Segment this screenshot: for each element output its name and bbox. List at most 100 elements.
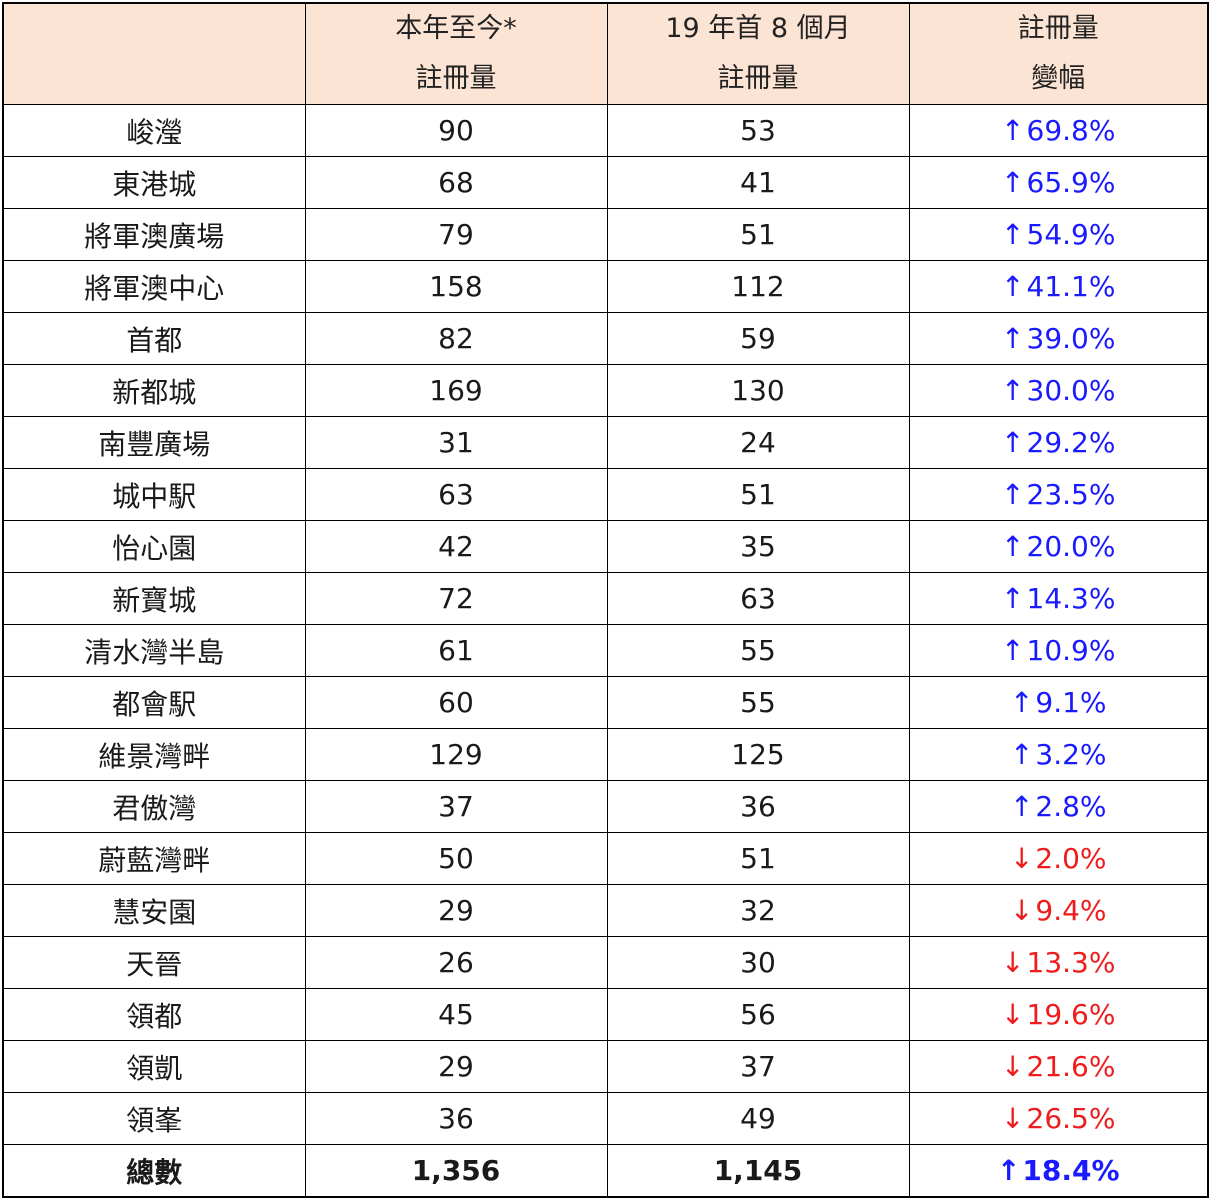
- header-ytd-line1: 本年至今*: [395, 13, 517, 44]
- change-cell: ↑18.4%: [909, 1144, 1207, 1197]
- arrow-up-icon: ↑: [1009, 686, 1034, 719]
- ytd-registrations-cell: 50: [305, 832, 608, 885]
- prev-registrations-cell: 53: [607, 104, 910, 157]
- estate-name-cell: 天晉: [4, 936, 306, 989]
- table-row: 新寶城 72 63 ↑14.3%: [4, 572, 1207, 625]
- table-body: 峻瀅 90 53 ↑69.8% 東港城 68 41 ↑65.9% 將軍澳廣場 79 51 ↑54.9%…: [4, 104, 1207, 1197]
- change-cell: ↑3.2%: [909, 728, 1207, 781]
- estate-name-cell: 維景灣畔: [4, 728, 306, 781]
- ytd-registrations-cell: 31: [305, 416, 608, 469]
- ytd-registrations-cell: 26: [305, 936, 608, 989]
- arrow-down-icon: ↓: [1001, 1050, 1025, 1083]
- estate-name-cell: 領峯: [4, 1092, 306, 1145]
- change-percent: 9.4%: [1035, 894, 1107, 927]
- prev-registrations-cell: 30: [607, 936, 910, 989]
- change-percent: 21.6%: [1026, 1050, 1116, 1083]
- arrow-up-icon: ↑: [1001, 634, 1025, 667]
- estate-name-cell: 新寶城: [4, 572, 306, 625]
- arrow-up-icon: ↑: [1001, 426, 1025, 459]
- change-cell: ↑65.9%: [909, 156, 1207, 209]
- arrow-down-icon: ↓: [1001, 946, 1025, 979]
- table-row: 清水灣半島 61 55 ↑10.9%: [4, 624, 1207, 677]
- table-row: 領凱 29 37 ↓21.6%: [4, 1040, 1207, 1093]
- prev-registrations-cell: 36: [607, 780, 910, 833]
- prev-registrations-cell: 32: [607, 884, 910, 937]
- change-cell: ↓21.6%: [909, 1040, 1207, 1093]
- ytd-registrations-cell: 129: [305, 728, 608, 781]
- change-percent: 20.0%: [1026, 530, 1116, 563]
- estate-name-cell: 怡心園: [4, 520, 306, 573]
- table-row: 城中駅 63 51 ↑23.5%: [4, 468, 1207, 521]
- prev-registrations-cell: 35: [607, 520, 910, 573]
- table-row: 怡心園 42 35 ↑20.0%: [4, 520, 1207, 573]
- table-row: 東港城 68 41 ↑65.9%: [4, 156, 1207, 209]
- prev-registrations-cell: 125: [607, 728, 910, 781]
- change-cell: ↑41.1%: [909, 260, 1207, 313]
- estate-name-cell: 總數: [4, 1144, 306, 1197]
- prev-registrations-cell: 51: [607, 832, 910, 885]
- arrow-down-icon: ↓: [1001, 1102, 1025, 1135]
- estate-name-cell: 蔚藍灣畔: [4, 832, 306, 885]
- table-row: 維景灣畔 129 125 ↑3.2%: [4, 728, 1207, 781]
- prev-registrations-cell: 55: [607, 624, 910, 677]
- estate-name-cell: 君傲灣: [4, 780, 306, 833]
- ytd-registrations-cell: 42: [305, 520, 608, 573]
- prev-registrations-cell: 51: [607, 208, 910, 261]
- arrow-up-icon: ↑: [996, 1154, 1021, 1188]
- change-cell: ↓19.6%: [909, 988, 1207, 1041]
- change-cell: ↓2.0%: [909, 832, 1207, 885]
- table-row: 峻瀅 90 53 ↑69.8%: [4, 104, 1207, 157]
- table-row: 將軍澳廣場 79 51 ↑54.9%: [4, 208, 1207, 261]
- table-header: 本年至今* 註冊量 19 年首 8 個月 註冊量 註冊量 變幅: [4, 4, 1207, 105]
- change-cell: ↑9.1%: [909, 676, 1207, 729]
- arrow-up-icon: ↑: [1001, 166, 1025, 199]
- arrow-up-icon: ↑: [1009, 738, 1034, 771]
- change-cell: ↑39.0%: [909, 312, 1207, 365]
- ytd-registrations-cell: 169: [305, 364, 608, 417]
- prev-registrations-cell: 112: [607, 260, 910, 313]
- change-percent: 9.1%: [1035, 686, 1107, 719]
- table-row: 將軍澳中心 158 112 ↑41.1%: [4, 260, 1207, 313]
- change-cell: ↑29.2%: [909, 416, 1207, 469]
- change-percent: 2.0%: [1035, 842, 1107, 875]
- table-row: 首都 82 59 ↑39.0%: [4, 312, 1207, 365]
- ytd-registrations-cell: 60: [305, 676, 608, 729]
- ytd-registrations-cell: 90: [305, 104, 608, 157]
- estate-name-cell: 領凱: [4, 1040, 306, 1093]
- table-row: 新都城 169 130 ↑30.0%: [4, 364, 1207, 417]
- prev-registrations-cell: 49: [607, 1092, 910, 1145]
- header-change-line1: 註冊量: [1017, 13, 1099, 44]
- arrow-up-icon: ↑: [1001, 114, 1025, 147]
- estate-name-cell: 峻瀅: [4, 104, 306, 157]
- arrow-up-icon: ↑: [1001, 322, 1025, 355]
- prev-registrations-cell: 55: [607, 676, 910, 729]
- change-cell: ↓9.4%: [909, 884, 1207, 937]
- table-row: 領都 45 56 ↓19.6%: [4, 988, 1207, 1041]
- change-cell: ↑23.5%: [909, 468, 1207, 521]
- estate-name-cell: 東港城: [4, 156, 306, 209]
- arrow-up-icon: ↑: [1001, 270, 1025, 303]
- change-percent: 30.0%: [1026, 374, 1116, 407]
- estate-name-cell: 新都城: [4, 364, 306, 417]
- ytd-registrations-cell: 61: [305, 624, 608, 677]
- change-cell: ↑30.0%: [909, 364, 1207, 417]
- prev-registrations-cell: 51: [607, 468, 910, 521]
- ytd-registrations-cell: 29: [305, 884, 608, 937]
- ytd-registrations-cell: 45: [305, 988, 608, 1041]
- change-percent: 39.0%: [1026, 322, 1116, 355]
- ytd-registrations-cell: 158: [305, 260, 608, 313]
- header-change-line2: 變幅: [1031, 63, 1086, 94]
- change-percent: 65.9%: [1026, 166, 1116, 199]
- change-percent: 69.8%: [1026, 114, 1116, 147]
- estate-name-cell: 慧安園: [4, 884, 306, 937]
- header-estate: [4, 4, 306, 105]
- change-percent: 14.3%: [1026, 582, 1116, 615]
- prev-registrations-cell: 56: [607, 988, 910, 1041]
- arrow-up-icon: ↑: [1009, 790, 1034, 823]
- estate-name-cell: 將軍澳中心: [4, 260, 306, 313]
- header-change: 註冊量 變幅: [909, 4, 1207, 105]
- prev-registrations-cell: 63: [607, 572, 910, 625]
- change-cell: ↓26.5%: [909, 1092, 1207, 1145]
- change-percent: 23.5%: [1026, 478, 1116, 511]
- ytd-registrations-cell: 72: [305, 572, 608, 625]
